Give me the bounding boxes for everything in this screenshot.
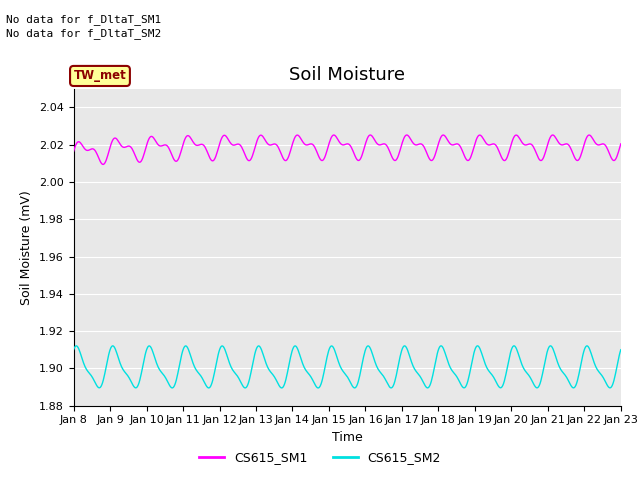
Y-axis label: Soil Moisture (mV): Soil Moisture (mV) — [20, 190, 33, 305]
Legend: CS615_SM1, CS615_SM2: CS615_SM1, CS615_SM2 — [194, 446, 446, 469]
Text: TW_met: TW_met — [74, 70, 126, 83]
Text: No data for f_DltaT_SM1: No data for f_DltaT_SM1 — [6, 13, 162, 24]
Text: No data for f_DltaT_SM2: No data for f_DltaT_SM2 — [6, 28, 162, 39]
X-axis label: Time: Time — [332, 431, 363, 444]
Title: Soil Moisture: Soil Moisture — [289, 66, 405, 84]
